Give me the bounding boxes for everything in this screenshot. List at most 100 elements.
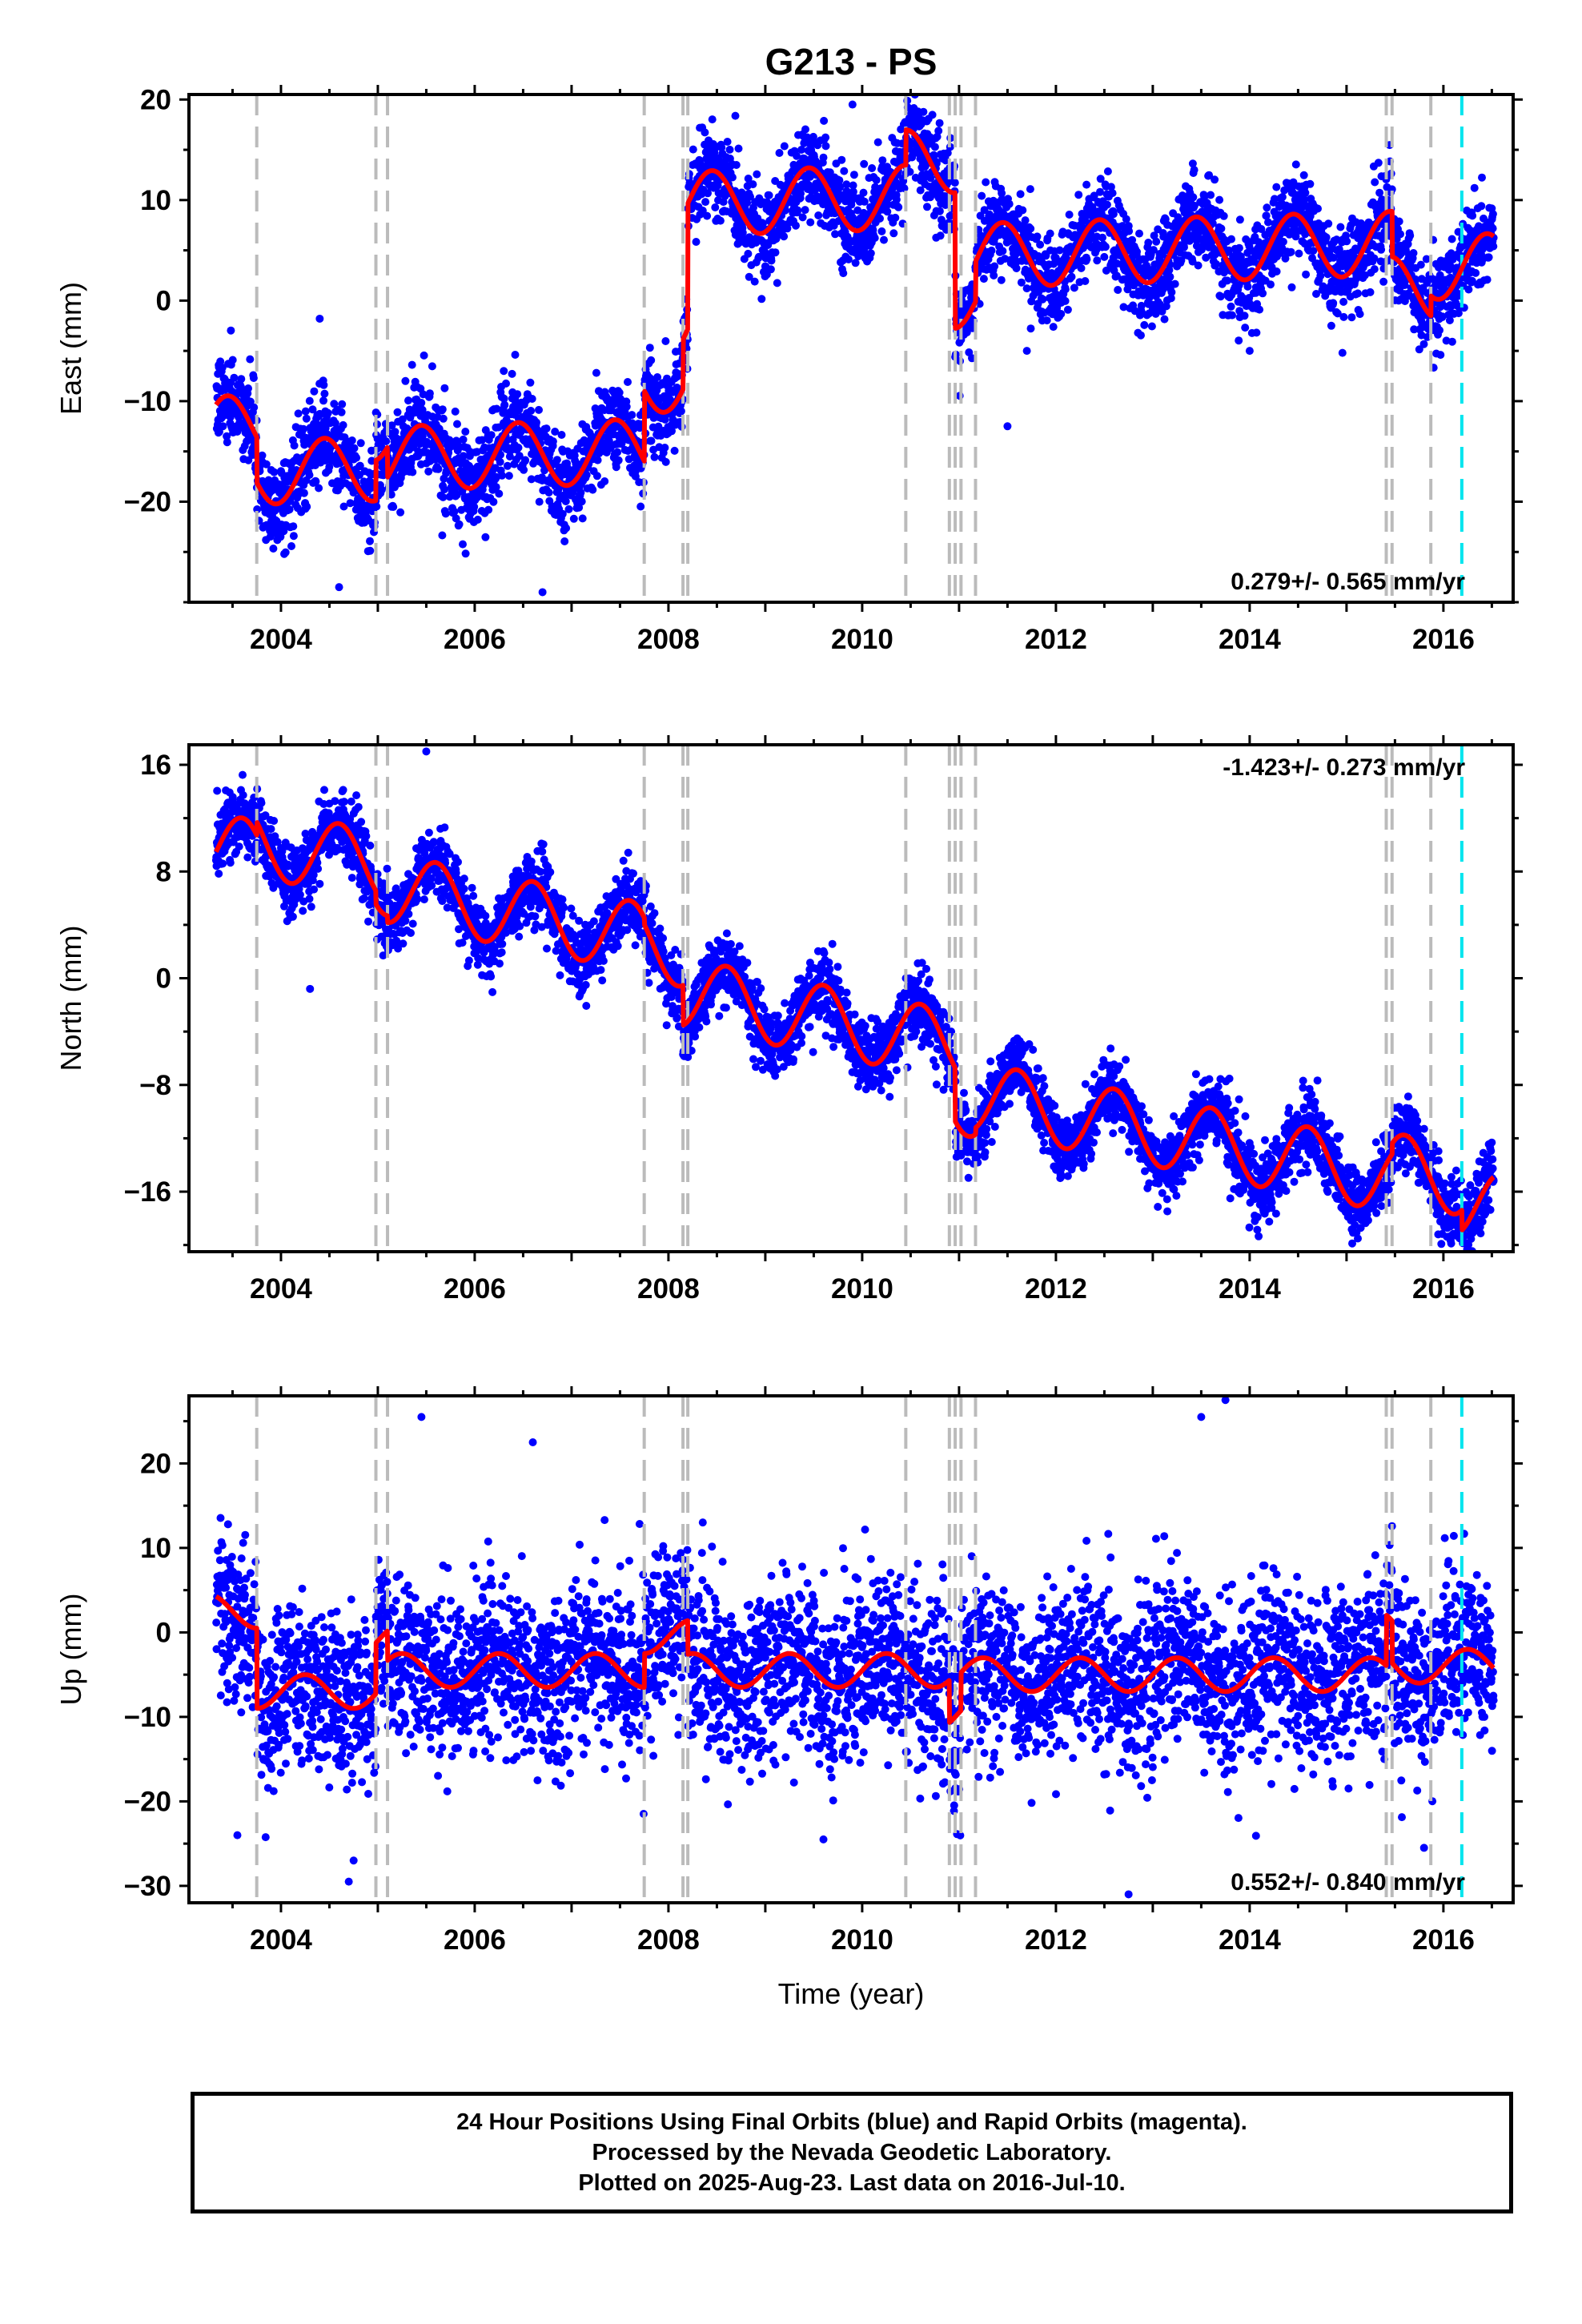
- data-point: [1147, 322, 1156, 331]
- data-point: [428, 362, 436, 371]
- data-point: [246, 397, 255, 406]
- data-point: [450, 507, 459, 516]
- data-point: [315, 484, 323, 493]
- data-point: [244, 384, 252, 392]
- y-tick-label: 0: [156, 285, 171, 316]
- data-point: [576, 489, 585, 497]
- data-point: [1299, 171, 1308, 179]
- data-point: [1207, 191, 1215, 199]
- data-point: [239, 790, 247, 799]
- data-point: [1082, 180, 1091, 189]
- data-point: [880, 235, 888, 244]
- data-point: [213, 786, 222, 795]
- data-point: [1082, 255, 1091, 263]
- data-point: [1235, 243, 1243, 252]
- x-tick-label: 2004: [250, 624, 312, 655]
- data-point: [793, 206, 802, 215]
- data-point: [647, 356, 656, 364]
- data-point: [647, 436, 656, 445]
- data-point: [500, 400, 509, 409]
- data-point: [1152, 237, 1161, 246]
- data-point: [1049, 323, 1058, 332]
- data-point: [889, 229, 898, 238]
- data-point: [711, 203, 720, 211]
- data-point: [548, 437, 557, 446]
- data-point: [819, 153, 828, 162]
- data-point: [279, 527, 288, 536]
- data-point: [878, 156, 887, 165]
- data-point: [389, 503, 398, 511]
- data-point: [1478, 173, 1486, 182]
- plot-area: [212, 85, 1498, 602]
- data-point: [978, 191, 986, 200]
- data-point: [716, 216, 725, 225]
- data-point: [923, 203, 931, 211]
- data-point: [281, 548, 290, 557]
- data-point: [1216, 292, 1225, 301]
- data-point: [661, 457, 670, 466]
- data-point: [408, 360, 416, 369]
- data-point: [1021, 216, 1030, 225]
- data-point: [331, 419, 339, 428]
- data-point: [257, 798, 266, 807]
- data-point: [560, 537, 569, 545]
- data-point: [243, 853, 252, 862]
- data-point: [502, 379, 510, 388]
- data-point: [461, 549, 470, 558]
- data-point: [1166, 272, 1174, 281]
- data-point: [1098, 233, 1106, 242]
- data-point: [339, 420, 347, 429]
- data-point: [613, 448, 622, 456]
- data-point: [1103, 167, 1112, 175]
- data-point: [496, 457, 504, 466]
- data-point: [299, 489, 308, 497]
- data-point: [258, 451, 267, 460]
- data-point: [689, 145, 697, 154]
- data-point: [998, 247, 1007, 255]
- data-point: [990, 262, 999, 271]
- data-point: [891, 213, 900, 222]
- data-point: [600, 477, 609, 485]
- data-point: [1295, 249, 1303, 258]
- data-point: [1212, 259, 1221, 268]
- data-point: [230, 373, 239, 382]
- data-point: [1235, 215, 1244, 224]
- data-point-outlier: [315, 314, 324, 323]
- data-point: [532, 418, 540, 427]
- data-point: [775, 149, 784, 157]
- data-point: [459, 435, 468, 444]
- data-point: [872, 175, 881, 184]
- data-point: [216, 357, 225, 366]
- data-point: [1135, 229, 1143, 238]
- data-point: [495, 489, 504, 498]
- data-point: [767, 256, 776, 265]
- data-point: [1488, 210, 1497, 219]
- data-point: [393, 408, 402, 416]
- data-point: [473, 515, 482, 524]
- data-point: [1272, 267, 1281, 275]
- data-point: [913, 85, 921, 93]
- data-point: [866, 249, 875, 258]
- data-point: [1259, 289, 1267, 298]
- data-point: [753, 170, 761, 179]
- data-point: [237, 375, 246, 384]
- data-point: [814, 211, 823, 219]
- chart-title: G213 - PS: [765, 41, 938, 82]
- data-point: [1241, 324, 1250, 332]
- data-point: [438, 531, 447, 540]
- data-point: [1167, 287, 1176, 296]
- data-point: [1484, 253, 1493, 262]
- data-point: [1263, 203, 1271, 212]
- data-point: [1061, 285, 1070, 294]
- data-point: [919, 107, 928, 116]
- data-point: [455, 520, 464, 529]
- data-point: [1101, 243, 1110, 251]
- data-point: [514, 444, 523, 452]
- data-point: [1370, 265, 1379, 274]
- data-point: [323, 408, 332, 417]
- data-point: [578, 514, 587, 523]
- data-point: [990, 271, 998, 279]
- plot-area: [211, 745, 1498, 1252]
- data-point: [837, 155, 846, 164]
